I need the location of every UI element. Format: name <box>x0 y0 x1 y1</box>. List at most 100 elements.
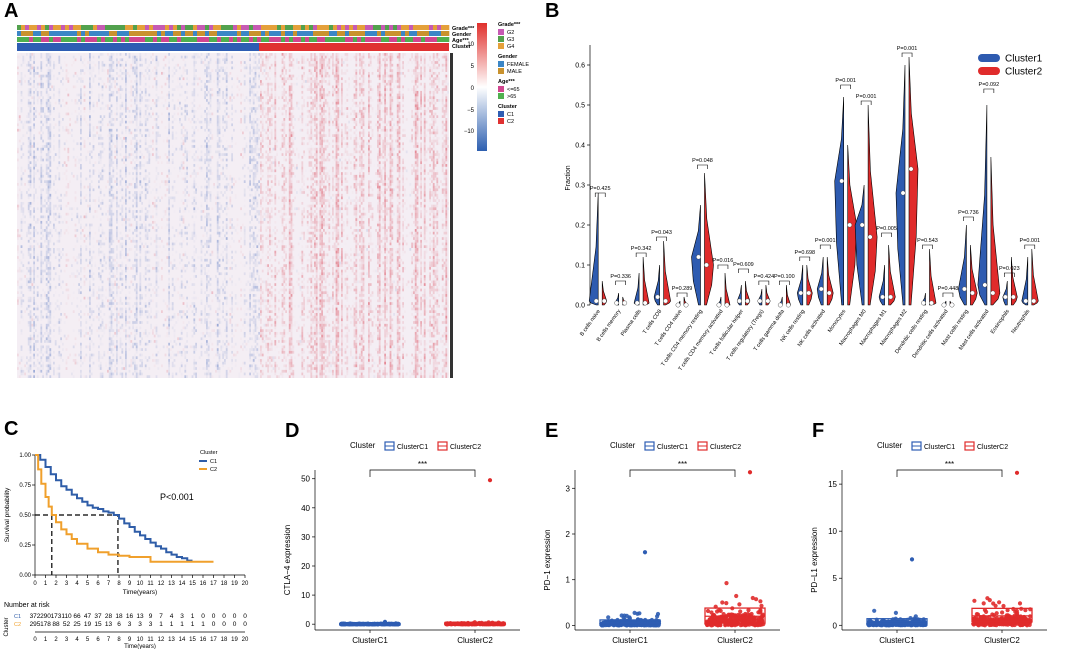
heatmap-cell <box>215 369 217 373</box>
heatmap-cell <box>204 229 206 232</box>
heatmap-cell <box>154 229 156 232</box>
heatmap-cell <box>119 277 122 281</box>
heatmap-cell <box>90 313 93 316</box>
heatmap-cell <box>40 261 43 265</box>
heatmap-cell <box>80 199 82 202</box>
heatmap-cell <box>182 126 185 129</box>
heatmap-cell <box>98 239 100 243</box>
heatmap-cell <box>49 126 52 129</box>
heatmap-cell <box>200 299 203 303</box>
heatmap-cell <box>29 63 32 67</box>
heatmap-cell <box>85 375 88 378</box>
heatmap-cell <box>99 288 102 292</box>
heatmap-cell <box>186 315 188 319</box>
heatmap-cell <box>175 86 177 89</box>
heatmap-cell <box>215 275 217 278</box>
heatmap-cell <box>168 277 170 281</box>
heatmap-cell <box>135 318 138 322</box>
heatmap-cell <box>110 174 113 178</box>
heatmap-cell <box>171 315 174 319</box>
heatmap-cell <box>33 155 35 159</box>
heatmap-cell <box>116 153 118 156</box>
heatmap-cell <box>21 69 23 72</box>
heatmap-cell <box>118 354 120 357</box>
heatmap-cell <box>150 315 152 319</box>
heatmap-cell <box>101 88 104 91</box>
heatmap-cell <box>108 356 111 360</box>
heatmap-cell <box>47 109 50 113</box>
heatmap-cell <box>29 329 32 332</box>
heatmap-cell <box>128 258 131 262</box>
annot-gender-cell <box>245 31 250 36</box>
heatmap-cell <box>89 278 91 281</box>
heatmap-cell <box>89 161 91 165</box>
heatmap-cell <box>146 212 149 216</box>
heatmap-cell <box>33 361 35 365</box>
heatmap-cell <box>200 291 203 295</box>
heatmap-cell <box>173 264 176 267</box>
heatmap-cell <box>80 126 82 129</box>
heatmap-cell <box>182 139 185 143</box>
heatmap-cell <box>173 234 176 238</box>
heatmap-cell <box>183 264 185 267</box>
heatmap-cell <box>152 266 154 270</box>
heatmap-cell <box>125 180 127 183</box>
heatmap-cell <box>186 256 188 259</box>
heatmap-cell <box>186 77 188 81</box>
heatmap-cell <box>153 204 156 208</box>
heatmap-cell <box>155 74 158 78</box>
heatmap-cell <box>155 153 158 156</box>
heatmap-cell <box>20 291 23 295</box>
heatmap-cell <box>188 191 190 194</box>
heatmap-cell <box>49 131 52 135</box>
annot-age-cell <box>157 37 162 42</box>
annot-age-cell <box>317 37 322 42</box>
heatmap-cell <box>204 120 206 124</box>
heatmap-cell <box>54 153 57 156</box>
heatmap-cell <box>90 264 93 267</box>
heatmap-cell <box>121 323 124 327</box>
annot-age-cell <box>177 37 182 42</box>
annot-gender-cell <box>125 31 130 36</box>
annot-grade-cell <box>237 25 242 30</box>
heatmap-cell <box>29 172 32 175</box>
heatmap-cell <box>105 85 107 89</box>
heatmap-cell <box>33 153 35 156</box>
heatmap-cell <box>189 345 192 349</box>
heatmap-cell <box>47 82 50 86</box>
heatmap-cell <box>110 367 113 370</box>
heatmap-cell <box>87 313 89 316</box>
heatmap-cell <box>207 369 210 373</box>
heatmap-cell <box>173 199 176 202</box>
heatmap-cell <box>134 302 136 305</box>
heatmap-cell <box>36 169 39 173</box>
annot-age-cell <box>353 37 358 42</box>
annot-age-cell <box>405 37 410 42</box>
heatmap-cell <box>206 161 208 164</box>
heatmap-cell <box>204 90 206 94</box>
heatmap-cell <box>69 118 71 121</box>
heatmap-cell <box>139 196 142 200</box>
heatmap-cell <box>193 191 196 194</box>
heatmap-cell <box>87 204 89 208</box>
heatmap-cell <box>141 307 143 311</box>
heatmap-cell <box>110 326 113 330</box>
heatmap-cell <box>49 82 52 86</box>
heatmap-cell <box>139 280 142 284</box>
heatmap-cell <box>206 147 208 151</box>
heatmap-cell <box>182 134 185 137</box>
heatmap-cell <box>147 134 149 137</box>
heatmap-cell <box>121 148 123 151</box>
heatmap-cell <box>195 53 197 56</box>
heatmap-cell <box>33 136 35 140</box>
heatmap-cell <box>80 123 82 127</box>
heatmap-cell <box>37 142 39 145</box>
heatmap-cell <box>42 99 44 102</box>
heatmap-cell <box>139 272 142 276</box>
annot-age-cell <box>153 37 158 42</box>
heatmap-cell <box>116 261 118 265</box>
heatmap-cell <box>108 177 111 181</box>
heatmap-cell <box>206 74 208 78</box>
heatmap-cell <box>171 226 174 230</box>
heatmap-cell <box>89 326 91 330</box>
